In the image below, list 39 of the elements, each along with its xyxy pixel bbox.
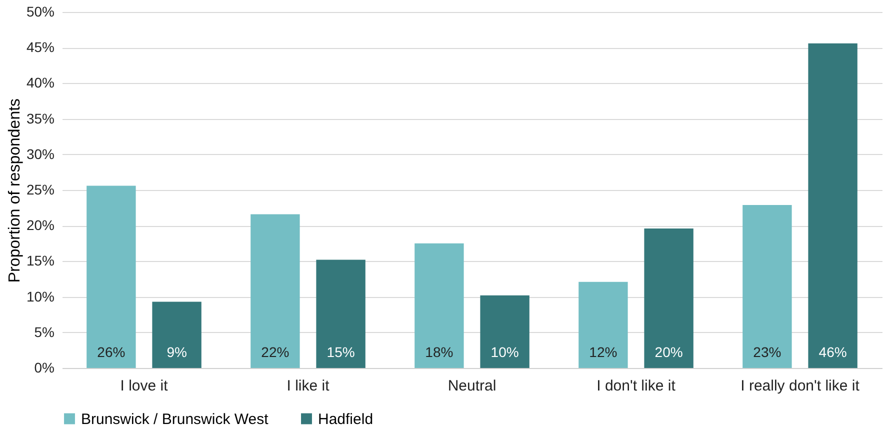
data-label: 46% xyxy=(818,344,847,360)
y-tick-label: 50% xyxy=(26,4,54,20)
y-tick-label: 10% xyxy=(26,288,54,304)
bar xyxy=(152,302,202,368)
y-tick-label: 45% xyxy=(26,39,54,56)
data-label: 9% xyxy=(166,344,187,360)
data-label: 20% xyxy=(654,344,683,360)
bar xyxy=(808,43,858,368)
x-tick-label: Neutral xyxy=(448,378,496,394)
bar xyxy=(250,214,300,368)
y-axis-title: Proportion of respondents xyxy=(6,98,24,283)
y-tick-label: 20% xyxy=(26,217,54,234)
bar xyxy=(742,204,792,368)
y-tick-label: 5% xyxy=(34,324,54,340)
bar xyxy=(644,228,694,368)
legend-label: Brunswick / Brunswick West xyxy=(81,410,270,428)
x-tick-label: I love it xyxy=(120,378,169,394)
data-label: 18% xyxy=(425,344,454,360)
y-tick-label: 25% xyxy=(26,182,54,198)
bar xyxy=(578,282,628,368)
x-tick-label: I don't like it xyxy=(596,378,676,394)
data-label: 10% xyxy=(490,344,519,360)
data-label: 12% xyxy=(589,344,618,360)
data-label: 26% xyxy=(97,344,126,360)
x-tick-label: I really don't like it xyxy=(740,378,860,394)
y-tick-label: 30% xyxy=(26,146,54,162)
bar xyxy=(316,260,366,368)
data-label: 22% xyxy=(261,344,290,360)
x-tick-label: I like it xyxy=(286,378,330,394)
data-label: 15% xyxy=(326,344,355,360)
y-tick-label: 0% xyxy=(34,360,54,376)
y-tick-label: 35% xyxy=(26,110,54,126)
bar xyxy=(480,295,530,368)
bar xyxy=(414,243,464,368)
y-tick-label: 40% xyxy=(26,74,54,91)
bar xyxy=(86,186,136,368)
legend-label: Hadfield xyxy=(318,410,374,428)
y-tick-label: 15% xyxy=(26,252,54,269)
data-label: 23% xyxy=(753,344,782,360)
